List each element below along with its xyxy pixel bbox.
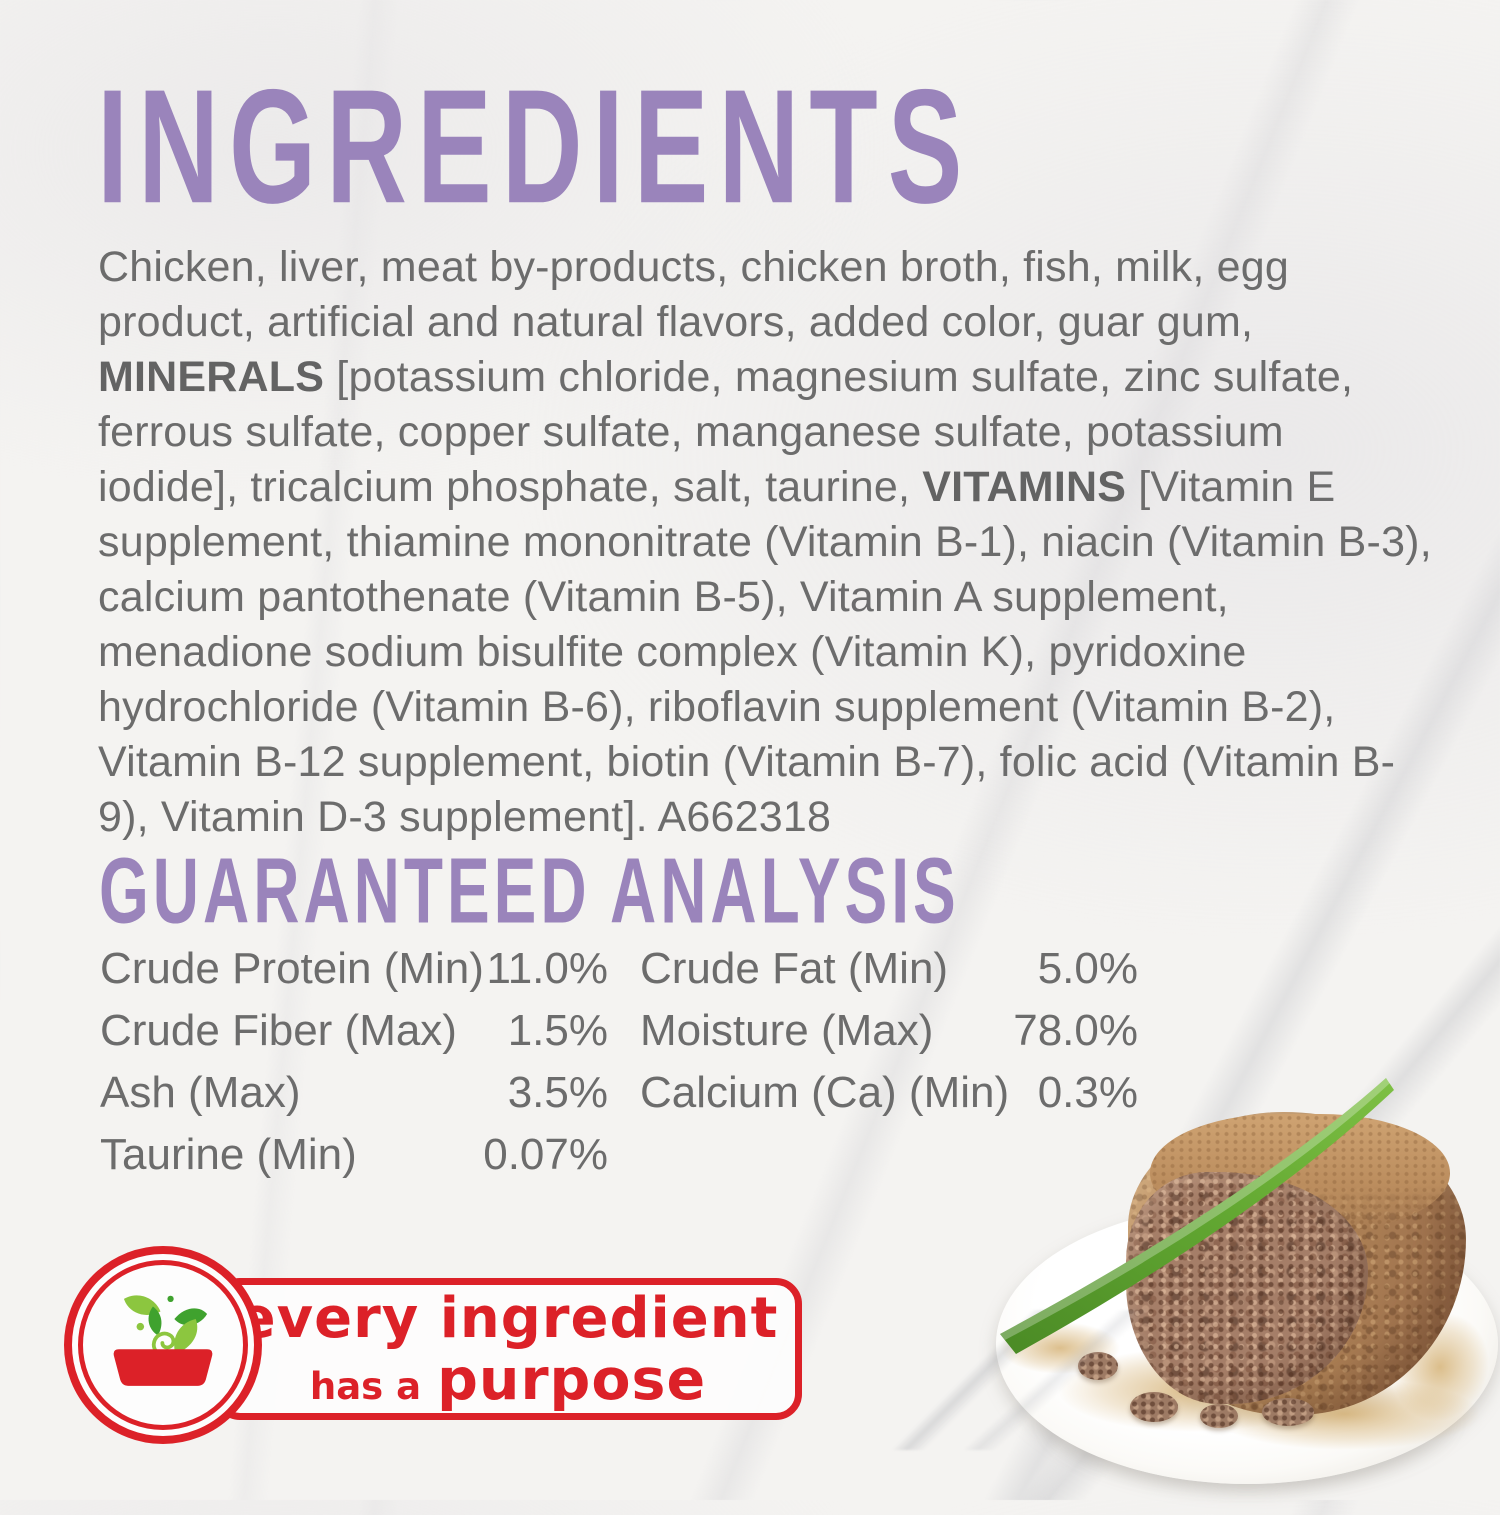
badge-line2-large: purpose — [437, 1347, 707, 1413]
badge-emblem — [64, 1246, 262, 1444]
analysis-label: Crude Fiber (Max) — [100, 1006, 457, 1055]
analysis-row: Ash (Max) 3.5% — [100, 1062, 608, 1124]
badge-line2-small: has a — [309, 1365, 422, 1408]
analysis-left-column: Crude Protein (Min) 11.0% Crude Fiber (M… — [100, 938, 608, 1186]
badge-inner-ring — [78, 1260, 248, 1430]
analysis-row: Crude Protein (Min) 11.0% — [100, 938, 608, 1000]
guaranteed-analysis-title: GUARANTEED ANALYSIS — [99, 838, 960, 943]
analysis-value: 0.07% — [483, 1130, 608, 1179]
every-ingredient-badge: every ingredient has a purpose — [214, 1278, 802, 1420]
analysis-row: Taurine (Min) 0.07% — [100, 1124, 608, 1186]
pate-crumb — [1078, 1352, 1118, 1380]
pate-loaf-crumbled-front — [1126, 1172, 1368, 1404]
analysis-label: Taurine (Min) — [100, 1130, 357, 1179]
pate-crumb — [1262, 1398, 1314, 1426]
analysis-label: Moisture (Max) — [640, 1006, 934, 1055]
analysis-value: 78.0% — [1013, 1006, 1138, 1055]
analysis-row: Crude Fat (Min) 5.0% — [640, 938, 1138, 1000]
ingredients-segment: Chicken, liver, meat by-products, chicke… — [98, 243, 1290, 346]
analysis-row: Crude Fiber (Max) 1.5% — [100, 1000, 608, 1062]
analysis-label: Calcium (Ca) (Min) — [640, 1068, 1010, 1117]
analysis-row: Moisture (Max) 78.0% — [640, 1000, 1138, 1062]
pet-bowl-with-leaves-icon — [113, 1295, 213, 1386]
analysis-value: 5.0% — [1037, 944, 1138, 993]
analysis-value: 3.5% — [507, 1068, 608, 1117]
badge-line1: every ingredient — [237, 1286, 779, 1351]
pate-crumb — [1130, 1392, 1178, 1422]
ingredients-segment-vitamins: VITAMINS — [922, 463, 1127, 511]
grass-blade-icon — [1000, 1078, 1394, 1354]
ingredients-segment: [Vitamin E supplement, thiamine mononitr… — [98, 463, 1432, 841]
ingredients-text: Chicken, liver, meat by-products, chicke… — [98, 240, 1435, 845]
analysis-label: Crude Protein (Min) — [100, 944, 484, 993]
pate-crumb — [1200, 1404, 1238, 1428]
analysis-row: Calcium (Ca) (Min) 0.3% — [640, 1062, 1138, 1124]
ingredients-segment-minerals: MINERALS — [98, 353, 325, 401]
analysis-label: Crude Fat (Min) — [640, 944, 949, 993]
badge-line2: has a purpose — [310, 1351, 706, 1409]
analysis-value: 1.5% — [507, 1006, 608, 1055]
analysis-value: 11.0% — [486, 944, 609, 993]
ingredients-title: INGREDIENTS — [97, 55, 973, 238]
analysis-right-column: Crude Fat (Min) 5.0% Moisture (Max) 78.0… — [640, 938, 1138, 1124]
analysis-label: Ash (Max) — [100, 1068, 301, 1117]
ingredients-segment: [potassium chloride, magnesium sulfate, … — [98, 353, 1354, 511]
analysis-value: 0.3% — [1037, 1068, 1138, 1117]
